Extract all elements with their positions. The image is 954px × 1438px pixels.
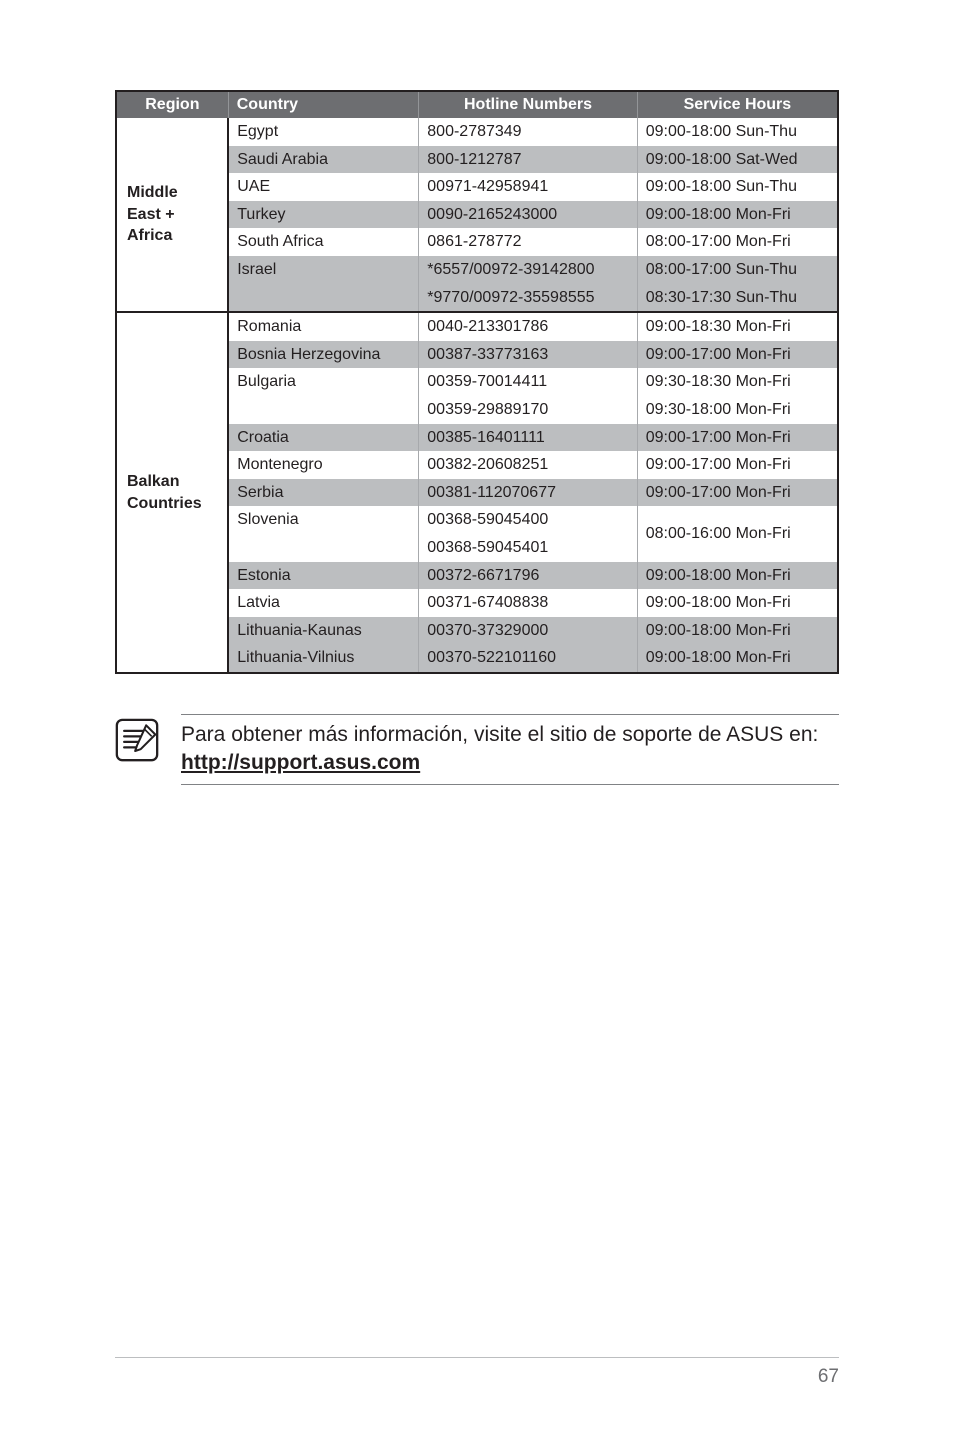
- hours-cell: 09:30-18:00 Mon-Fri: [637, 396, 838, 424]
- hotline-cell: 00370-37329000: [419, 617, 637, 645]
- hours-cell: 09:00-17:00 Mon-Fri: [637, 424, 838, 452]
- country-cell: Turkey: [228, 201, 419, 229]
- hours-cell: 08:00-16:00 Mon-Fri: [637, 506, 838, 561]
- country-cell: Lithuania-Vilnius: [228, 644, 419, 673]
- country-cell: Romania: [228, 312, 419, 341]
- country-cell: Israel: [228, 256, 419, 284]
- hours-cell: 09:00-18:00 Mon-Fri: [637, 201, 838, 229]
- info-note: Para obtener más información, visite el …: [115, 714, 839, 785]
- hotline-cell: 00370-522101160: [419, 644, 637, 673]
- country-cell: [228, 284, 419, 313]
- region-cell: BalkanCountries: [116, 312, 228, 673]
- hours-cell: 08:30-17:30 Sun-Thu: [637, 284, 838, 313]
- page-number: 67: [818, 1366, 839, 1388]
- country-cell: Estonia: [228, 562, 419, 590]
- hours-cell: 09:00-18:00 Mon-Fri: [637, 589, 838, 617]
- region-cell: MiddleEast +Africa: [116, 118, 228, 312]
- hotline-cell: 00359-29889170: [419, 396, 637, 424]
- header-hours: Service Hours: [637, 91, 838, 118]
- table-header-row: Region Country Hotline Numbers Service H…: [116, 91, 838, 118]
- country-cell: Bosnia Herzegovina: [228, 341, 419, 369]
- hotline-cell: 00971-42958941: [419, 173, 637, 201]
- country-cell: Montenegro: [228, 451, 419, 479]
- hours-cell: 08:00-17:00 Mon-Fri: [637, 228, 838, 256]
- country-cell: Latvia: [228, 589, 419, 617]
- note-text: Para obtener más información, visite el …: [181, 714, 839, 785]
- country-cell: Serbia: [228, 479, 419, 507]
- hotline-cell: 00368-59045401: [419, 534, 637, 562]
- hours-cell: 09:00-17:00 Mon-Fri: [637, 341, 838, 369]
- hours-cell: 09:00-18:00 Sun-Thu: [637, 173, 838, 201]
- hotline-cell: *6557/00972-39142800: [419, 256, 637, 284]
- support-link[interactable]: http://support.asus.com: [181, 751, 420, 774]
- hotline-cell: 00385-16401111: [419, 424, 637, 452]
- hours-cell: 09:00-17:00 Mon-Fri: [637, 451, 838, 479]
- hours-cell: 09:00-18:00 Mon-Fri: [637, 617, 838, 645]
- note-icon: [115, 718, 159, 762]
- hours-cell: 09:30-18:30 Mon-Fri: [637, 368, 838, 396]
- hours-cell: 08:00-17:00 Sun-Thu: [637, 256, 838, 284]
- hotline-cell: 00387-33773163: [419, 341, 637, 369]
- hotline-table: Region Country Hotline Numbers Service H…: [115, 90, 839, 674]
- hours-cell: 09:00-17:00 Mon-Fri: [637, 479, 838, 507]
- country-cell: Bulgaria: [228, 368, 419, 396]
- header-hotline: Hotline Numbers: [419, 91, 637, 118]
- hours-cell: 09:00-18:00 Mon-Fri: [637, 644, 838, 673]
- hotline-cell: 00359-70014411: [419, 368, 637, 396]
- country-cell: [228, 534, 419, 562]
- country-cell: Saudi Arabia: [228, 146, 419, 174]
- hotline-cell: 00382-20608251: [419, 451, 637, 479]
- country-cell: UAE: [228, 173, 419, 201]
- note-prefix: Para obtener más información, visite el …: [181, 723, 818, 746]
- country-cell: Slovenia: [228, 506, 419, 534]
- table-row: BalkanCountriesRomania0040-21330178609:0…: [116, 312, 838, 341]
- hours-cell: 09:00-18:30 Mon-Fri: [637, 312, 838, 341]
- country-cell: South Africa: [228, 228, 419, 256]
- hours-cell: 09:00-18:00 Sun-Thu: [637, 118, 838, 146]
- hotline-cell: 0090-2165243000: [419, 201, 637, 229]
- hours-cell: 09:00-18:00 Mon-Fri: [637, 562, 838, 590]
- country-cell: Croatia: [228, 424, 419, 452]
- country-cell: Lithuania-Kaunas: [228, 617, 419, 645]
- hotline-cell: 800-2787349: [419, 118, 637, 146]
- hotline-cell: 0040-213301786: [419, 312, 637, 341]
- hours-cell: 09:00-18:00 Sat-Wed: [637, 146, 838, 174]
- hotline-cell: 00372-6671796: [419, 562, 637, 590]
- hotline-cell: 00381-112070677: [419, 479, 637, 507]
- country-cell: [228, 396, 419, 424]
- hotline-cell: 00371-67408838: [419, 589, 637, 617]
- hotline-cell: 00368-59045400: [419, 506, 637, 534]
- hotline-cell: *9770/00972-35598555: [419, 284, 637, 313]
- header-region: Region: [116, 91, 228, 118]
- footer-divider: [115, 1357, 839, 1358]
- header-country: Country: [228, 91, 419, 118]
- hotline-cell: 800-1212787: [419, 146, 637, 174]
- hotline-cell: 0861-278772: [419, 228, 637, 256]
- table-row: MiddleEast +AfricaEgypt800-278734909:00-…: [116, 118, 838, 146]
- country-cell: Egypt: [228, 118, 419, 146]
